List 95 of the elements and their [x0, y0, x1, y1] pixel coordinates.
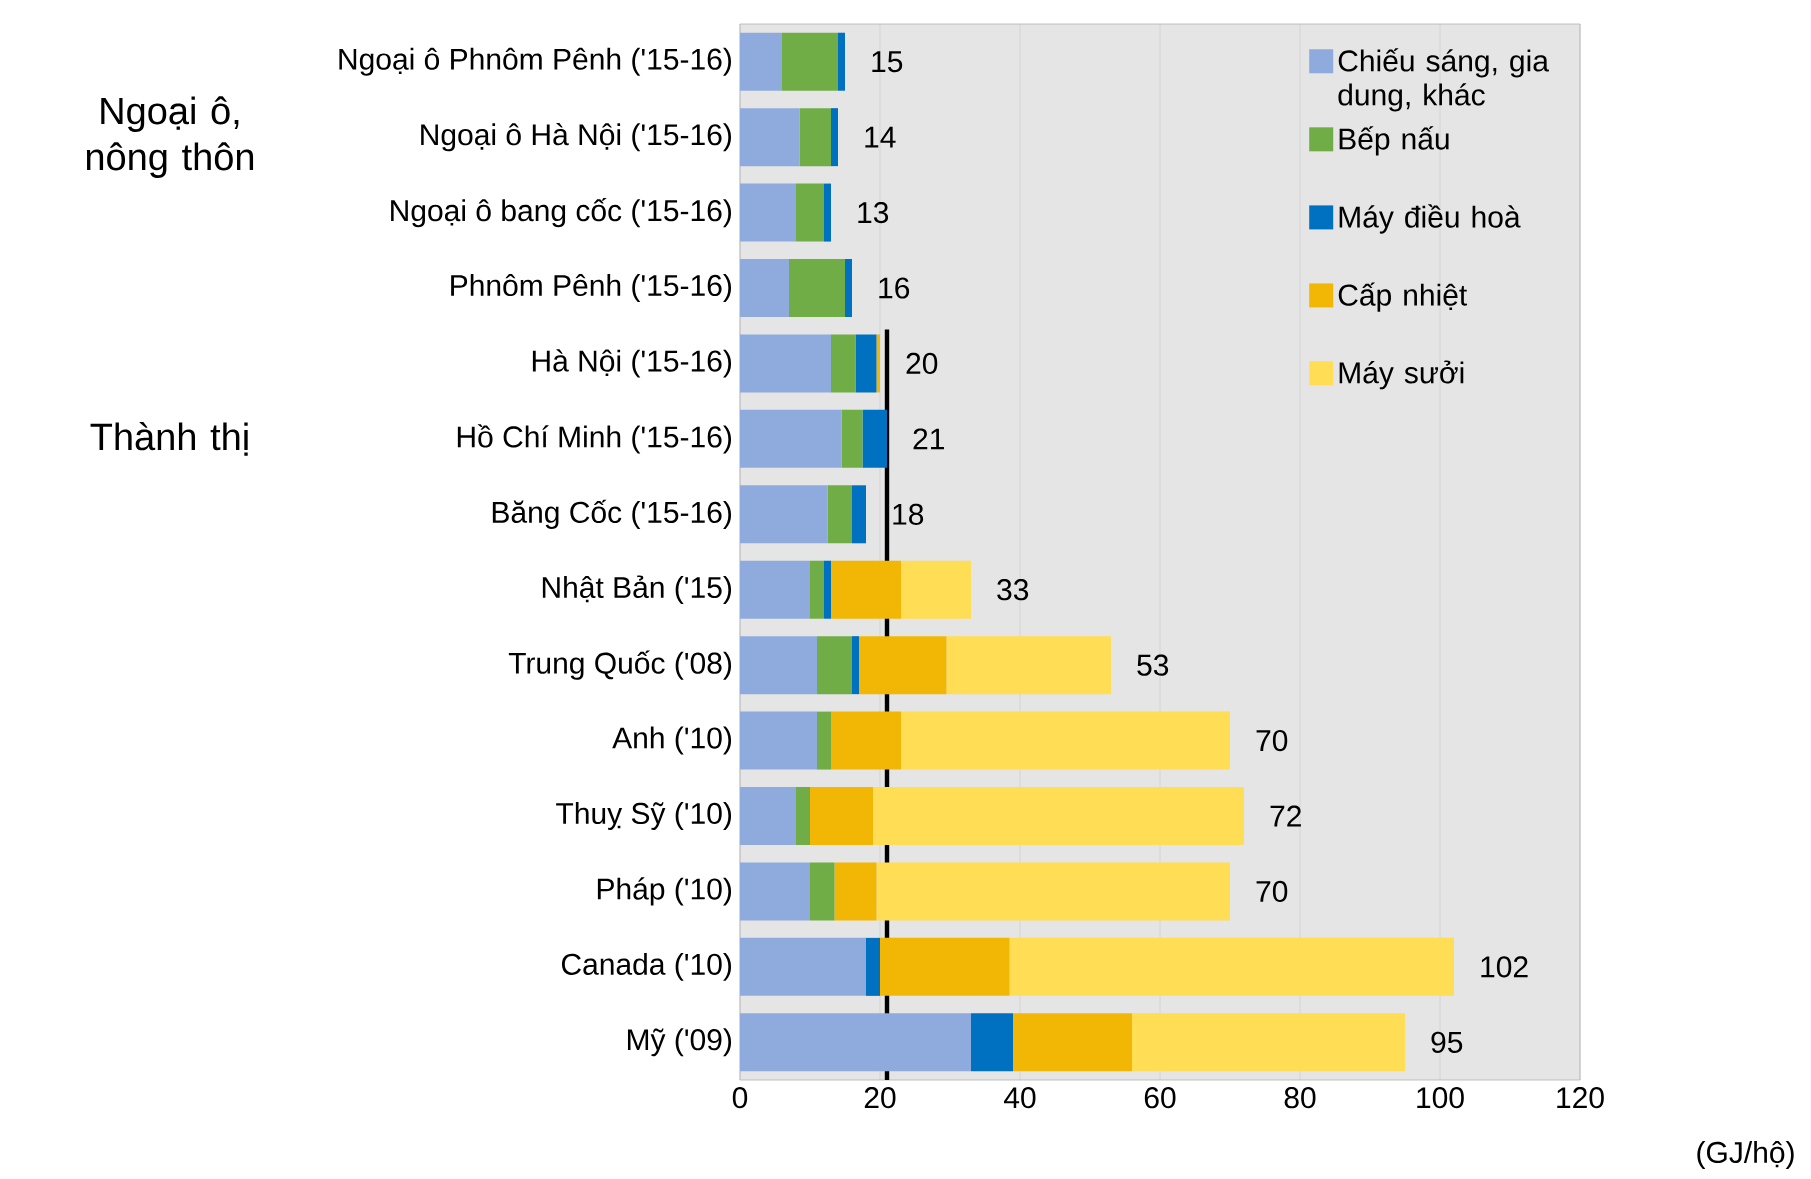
bar: [740, 183, 796, 242]
x-tick-label: 60: [1144, 1087, 1176, 1109]
y-tick-label: Ngoại ô Phnôm Pênh ('15-16): [339, 47, 731, 76]
bar: [740, 334, 831, 393]
text: Ngoại ô, nông thôn: [86, 96, 254, 178]
bar: [796, 183, 824, 242]
bar: [789, 259, 845, 318]
legend-label: Máy sưởi: [1339, 360, 1464, 390]
bar: [946, 636, 1111, 695]
bar: [1009, 937, 1455, 996]
bar: [1132, 1013, 1405, 1072]
bar: [876, 334, 880, 393]
bar: [845, 259, 852, 318]
y-tick-label: Pháp ('10): [597, 877, 732, 906]
bar: [810, 787, 873, 846]
bar: [740, 485, 828, 544]
bar: [796, 787, 810, 846]
y-tick-label: Phnôm Pênh ('15-16): [451, 273, 731, 303]
bar: [831, 108, 838, 167]
bar: [810, 560, 824, 619]
bar: [855, 334, 877, 393]
bar: [841, 409, 863, 468]
total-label: 15: [872, 51, 903, 73]
bar: [740, 636, 817, 695]
y-tick-label: Thuỵ Sỹ ('10): [556, 802, 732, 830]
legend-label: Bếp nấu: [1339, 126, 1449, 156]
x-axis-title: (GJ/hộ): [1697, 1140, 1794, 1170]
y-tick-label: Nhật Bản ('15): [542, 575, 732, 605]
bar: [831, 560, 901, 619]
bar: [824, 560, 831, 619]
y-tick-label: Ngoại ô Hà Nội ('15-16): [421, 123, 731, 152]
bar: [740, 32, 782, 91]
bar: [810, 862, 835, 921]
bar: [831, 334, 856, 393]
x-tick-label: 0: [732, 1087, 748, 1109]
total-label: 33: [997, 579, 1029, 601]
legend-label: Cấp nhiệt: [1338, 282, 1468, 312]
x-tick-label: 20: [864, 1087, 896, 1109]
bar: [901, 560, 971, 619]
bar: [852, 485, 866, 544]
y-tick-label: Hà Nội ('15-16): [532, 349, 731, 378]
total-label: 21: [913, 428, 944, 450]
bar: [834, 862, 877, 921]
bar: [782, 32, 838, 91]
bar: [876, 862, 1231, 921]
bar: [740, 409, 842, 468]
total-label: 16: [879, 277, 910, 299]
total-label: 70: [1256, 729, 1288, 752]
total-label: 53: [1137, 654, 1169, 676]
bar: [901, 711, 1231, 770]
bar: [817, 636, 852, 695]
x-tick-label: 100: [1417, 1087, 1464, 1109]
bar: [740, 1013, 971, 1072]
legend-label: Máy điều hoà: [1339, 204, 1521, 234]
bar: [873, 787, 1244, 846]
y-tick-label: Mỹ ('09): [627, 1028, 732, 1057]
x-tick-label: 120: [1557, 1087, 1604, 1109]
bar: [740, 560, 810, 619]
legend-label: Chiếu sáng, gia dung, khác: [1338, 48, 1549, 112]
bar: [740, 259, 789, 318]
x-tick-label: 40: [1004, 1087, 1036, 1109]
bar: [817, 711, 831, 770]
text: Thành thị: [90, 421, 248, 456]
total-label: 13: [858, 201, 889, 224]
bar: [799, 108, 831, 167]
bar: [740, 108, 800, 167]
total-label: 70: [1256, 880, 1288, 903]
y-tick-label: Canada ('10): [561, 952, 731, 981]
bar: [852, 636, 859, 695]
bar: [838, 32, 845, 91]
bar: [740, 787, 796, 846]
bar: [862, 409, 887, 468]
total-label: 72: [1270, 805, 1301, 827]
y-tick-label: Ngoại ô bang cốc ('15-16): [391, 197, 731, 228]
x-tick-label: 80: [1284, 1087, 1316, 1109]
y-tick-label: Băng Cốc ('15-16): [492, 499, 731, 529]
total-label: 102: [1481, 956, 1528, 978]
bar: [831, 711, 901, 770]
y-tick-label: Hồ Chí Minh ('15-16): [457, 424, 731, 454]
bar: [866, 937, 880, 996]
bar: [740, 862, 810, 921]
y-tick-label: Anh ('10): [612, 726, 732, 755]
bar: [880, 937, 1010, 996]
bar: [740, 937, 866, 996]
bar: [1013, 1013, 1132, 1072]
total-label: 14: [865, 126, 896, 148]
total-label: 20: [906, 352, 938, 375]
bar: [824, 183, 831, 242]
total-label: 95: [1431, 1031, 1463, 1053]
bar: [827, 485, 852, 544]
total-label: 18: [893, 503, 924, 525]
y-tick-label: Trung Quốc ('08): [508, 650, 732, 680]
bar: [740, 711, 817, 770]
bar: [971, 1013, 1013, 1072]
bar: [859, 636, 947, 695]
